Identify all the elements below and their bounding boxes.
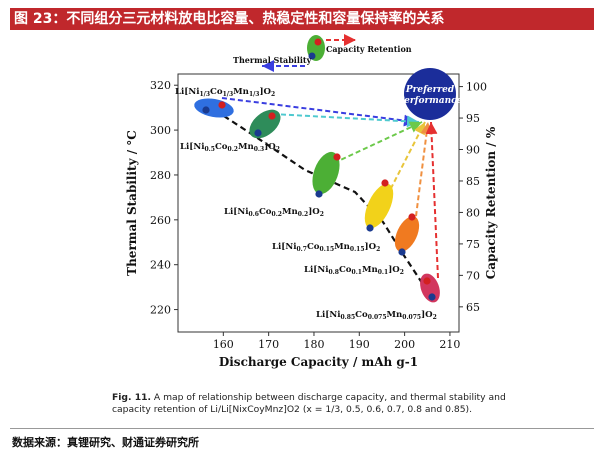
y-left-tick-label: 320 [150,79,171,92]
y-right-tick-label: 85 [466,175,480,188]
retention-point [381,179,389,187]
preferred-label-line2: Performance [397,96,463,106]
caption-text: A map of relationship between discharge … [112,392,506,415]
retention-point [268,112,276,120]
figure-caption: Fig. 11. A map of relationship between d… [112,392,532,416]
x-tick-label: 190 [349,338,370,351]
arrow-to-preferred [425,121,439,279]
x-axis-title: Discharge Capacity / mAh g-1 [219,355,418,369]
arrow-to-preferred [272,113,420,128]
retention-point [333,153,341,161]
material-label: Li[Ni1/3Co1/3Mn1/3]O2 [175,87,275,98]
x-tick-label: 180 [303,338,324,351]
thermal-point [315,190,323,198]
footer-divider [10,428,594,429]
arrow-to-preferred [221,97,417,127]
y-left-axis-title: Thermal Stability / °C [125,130,139,276]
legend-thermal-label: Thermal Stability [233,55,312,65]
y-right-tick-label: 65 [466,301,480,314]
plot-frame [177,73,460,333]
x-tick-label: 210 [439,338,460,351]
y-right-tick-label: 90 [466,144,480,157]
y-right-tick-label: 70 [466,269,480,282]
x-tick-label: 200 [394,338,415,351]
y-right-tick-label: 95 [466,112,480,125]
thermal-point [366,224,374,232]
y-left-tick-label: 300 [150,124,171,137]
retention-point [423,277,431,285]
y-left-tick-label: 240 [150,259,171,272]
arrow-to-preferred [386,121,426,197]
thermal-point [428,293,436,301]
material-ellipse [394,216,420,252]
x-tick-label: 160 [213,338,234,351]
chart: 160 170 180 190 200 210 220 240 260 280 300 320 65 70… [125,34,498,369]
arrow-to-preferred [414,121,433,225]
y-left-tick-label: 280 [150,169,171,182]
retention-point [218,101,226,109]
retention-point [408,213,416,221]
material-label: Li[Ni0.5Co0.2Mn0.3]O2 [180,142,280,153]
y-left-tick-label: 220 [150,304,171,317]
y-right-tick-label: 75 [466,238,480,251]
y-right-tick-label: 80 [466,206,480,219]
figure-header: 图 23：不同组分三元材料放电比容量、热稳定性和容量保持率的关系 [10,8,594,30]
material-label: Li[Ni0.8Co0.1Mn0.1]O2 [304,265,404,276]
material-label: Li[Ni0.7Co0.15Mn0.15]O2 [272,242,380,253]
material-ellipse [312,151,340,195]
thermal-point [202,106,210,114]
thermal-point [398,248,406,256]
y-right-tick-label: 100 [466,81,487,94]
data-source: 数据来源：真锂研究、财通证券研究所 [12,436,199,449]
legend-retention-label: Capacity Retention [326,44,412,54]
material-ellipse [249,109,281,139]
x-tick-label: 170 [258,338,279,351]
legend-thermal-dot [308,52,316,60]
caption-label: Fig. 11. [112,392,151,403]
material-ellipse [194,98,234,118]
y-right-axis-title: Capacity Retention / % [484,126,498,279]
material-label: Li[Ni0.6Co0.2Mn0.2]O2 [224,207,324,218]
thermal-point [254,129,262,137]
arrow-to-preferred [333,121,423,164]
material-ellipse [420,273,440,303]
preferred-label-line1: Preferred [405,85,455,95]
preferred-performance-circle [404,68,456,120]
material-label: Li[Ni0.85Co0.075Mn0.075]O2 [316,310,437,321]
material-ellipse [364,183,394,229]
y-left-tick-label: 260 [150,214,171,227]
legend-retention-dot [314,38,322,46]
